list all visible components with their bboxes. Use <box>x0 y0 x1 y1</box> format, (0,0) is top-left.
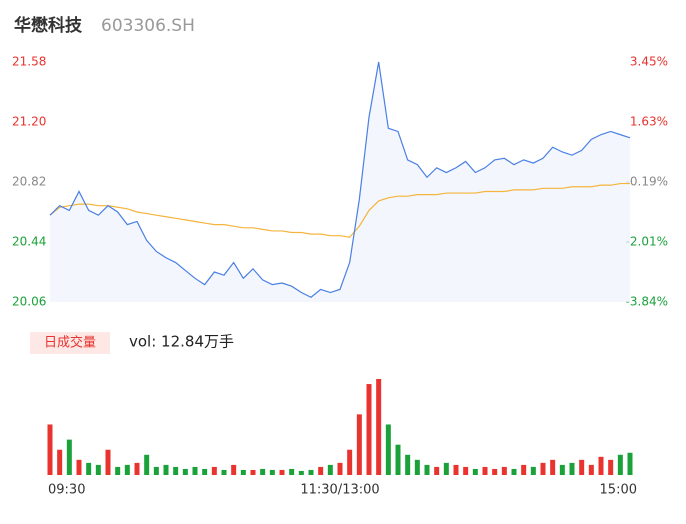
y2-tick-label: 1.63% <box>630 114 668 128</box>
volume-bar <box>453 464 459 475</box>
volume-bar <box>86 462 92 475</box>
volume-bar <box>463 466 469 475</box>
x-tick-label: 15:00 <box>600 483 637 498</box>
volume-bar <box>530 466 536 475</box>
volume-bar <box>511 468 517 475</box>
volume-bar <box>540 462 546 475</box>
volume-bar <box>250 469 256 475</box>
volume-bar <box>153 466 159 475</box>
volume-bar <box>376 379 382 475</box>
volume-bar <box>318 466 324 475</box>
y-tick-label: 21.20 <box>12 115 46 129</box>
price-area <box>50 62 630 302</box>
volume-bar <box>231 464 237 475</box>
volume-bar <box>163 464 169 475</box>
volume-bar <box>298 470 304 475</box>
volume-bar <box>173 466 179 475</box>
volume-label: 日成交量 <box>44 335 96 351</box>
volume-bar <box>482 466 488 475</box>
volume-bar <box>501 466 507 475</box>
volume-bar <box>347 449 353 475</box>
volume-bar <box>144 454 150 475</box>
volume-bar <box>308 469 314 475</box>
volume-bar <box>202 468 208 475</box>
volume-text: vol: 12.84万手 <box>129 333 234 351</box>
volume-bar <box>47 424 53 475</box>
x-tick-label: 09:30 <box>48 483 85 498</box>
y-tick-label: 20.44 <box>12 235 46 249</box>
volume-bar <box>569 462 575 475</box>
volume-bar <box>627 452 633 475</box>
volume-bar <box>240 469 246 475</box>
volume-bar <box>492 468 498 475</box>
volume-label-bg <box>30 332 110 354</box>
volume-bar <box>559 464 565 475</box>
volume-bar <box>124 464 130 475</box>
volume-bar <box>221 469 227 475</box>
y-tick-label: 21.58 <box>12 55 46 69</box>
volume-bar <box>414 459 420 475</box>
volume-bar <box>434 466 440 475</box>
y2-tick-label: -3.84% <box>626 295 668 309</box>
volume-bar <box>356 414 362 475</box>
volume-bar <box>579 459 585 475</box>
volume-bar <box>192 466 198 475</box>
volume-bar <box>395 444 401 475</box>
volume-bar <box>588 464 594 475</box>
volume-bar <box>337 462 343 475</box>
volume-bar <box>211 466 217 475</box>
y2-tick-label: -2.01% <box>626 234 668 248</box>
volume-bar <box>366 384 372 475</box>
volume-bar <box>443 462 449 475</box>
average-line <box>49 182 630 238</box>
volume-bar <box>327 464 333 475</box>
volume-bar <box>115 466 121 475</box>
volume-bar <box>521 464 527 475</box>
volume-bar <box>385 424 391 475</box>
y2-tick-label: -0.19% <box>626 174 668 188</box>
volume-bar <box>269 469 275 475</box>
volume-bar <box>424 464 430 475</box>
volume-bar <box>617 454 623 475</box>
volume-bar <box>472 468 478 475</box>
volume-bar <box>105 449 111 475</box>
volume-bar <box>134 462 140 475</box>
volume-bar <box>95 464 101 475</box>
price-line <box>49 61 631 298</box>
volume-bar <box>76 459 82 475</box>
stock-name: 华懋科技 <box>14 15 83 36</box>
x-tick-label: 11:30/13:00 <box>300 483 379 498</box>
volume-bar <box>57 449 63 475</box>
y2-tick-label: 3.45% <box>630 55 668 69</box>
volume-bar <box>260 468 266 475</box>
volume-bar <box>405 454 411 475</box>
y-tick-label: 20.82 <box>12 175 46 189</box>
y-tick-label: 20.06 <box>12 295 46 309</box>
stock-code: 603306.SH <box>101 16 195 36</box>
volume-bar <box>550 459 556 475</box>
volume-bar <box>598 456 604 475</box>
volume-bar <box>608 459 614 475</box>
volume-bar <box>289 468 295 475</box>
volume-bar <box>279 469 285 475</box>
volume-bar <box>182 468 188 475</box>
volume-bar <box>66 439 72 475</box>
